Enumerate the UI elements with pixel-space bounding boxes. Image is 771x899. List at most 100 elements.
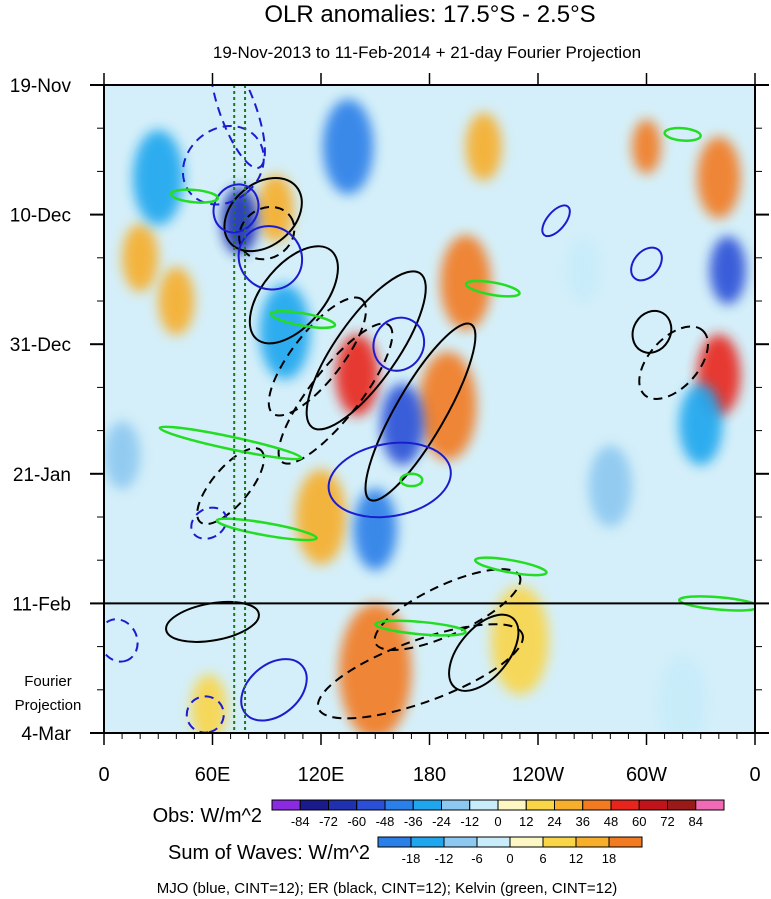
obs-colorbar-swatch-8 [497, 799, 527, 811]
x-tick-label-3: 180 [413, 764, 446, 786]
mjo-contour-3 [237, 225, 304, 291]
waves-colorbar-swatch-3 [476, 836, 511, 848]
chart-title: OLR anomalies: 17.5°S - 2.5°S [264, 1, 595, 28]
kelvin-contour-4 [399, 472, 424, 488]
obs-colorbar-level-6: -12 [460, 814, 479, 829]
kelvin-contour-2 [158, 425, 303, 461]
obs-colorbar-swatch-2 [328, 799, 358, 811]
contour-footnote: MJO (blue, CINT=12); ER (black, CINT=12)… [157, 880, 618, 897]
positive-anomaly-blob-13 [490, 586, 549, 695]
x-tick-label-4: 120W [512, 764, 564, 786]
positive-anomaly-blob-9 [295, 469, 347, 565]
obs-colorbar-level-5: -24 [432, 814, 451, 829]
negative-anomaly-blob-9 [588, 445, 633, 527]
negative-anomaly-blob-6 [132, 130, 184, 226]
negative-anomaly-blob-4 [322, 99, 374, 195]
negative-anomaly-blob-10 [104, 421, 141, 490]
positive-anomaly-blob-2 [335, 334, 379, 416]
waves-colorbar-swatch-1 [410, 836, 445, 848]
waves-colorbar-level-6: 18 [602, 851, 616, 866]
er-contour-10 [373, 568, 522, 651]
y-tick-label-4: 11-Feb [12, 594, 71, 615]
er-contour-8 [638, 325, 709, 400]
obs-colorbar-level-8: 12 [519, 814, 533, 829]
waves-colorbar-level-0: -18 [402, 851, 421, 866]
y-tick-label-3: 21-Jan [13, 465, 71, 486]
mjo-contour-8 [630, 246, 663, 282]
obs-colorbar-level-9: 24 [547, 814, 561, 829]
obs-colorbar-level-2: -60 [347, 814, 366, 829]
obs-colorbar-level-11: 48 [604, 814, 618, 829]
mjo-contour-7 [541, 204, 571, 238]
waves-colorbar-label: Sum of Waves: W/m^2 [168, 842, 370, 864]
waves-colorbar-level-5: 12 [569, 851, 583, 866]
x-axis: 0 60E 120E 180 120W 60W 0 [98, 73, 761, 786]
chart-subtitle: 19-Nov-2013 to 11-Feb-2014 + 21-day Four… [213, 43, 641, 62]
obs-colorbar-swatch-6 [441, 799, 471, 811]
obs-colorbar-level-0: -84 [291, 814, 310, 829]
er-contour-7 [196, 447, 265, 526]
x-tick-label-6: 0 [749, 764, 760, 786]
mjo-contour-5 [327, 441, 452, 519]
y-tick-label-1: 10-Dec [10, 206, 71, 227]
obs-colorbar-level-1: -72 [319, 814, 338, 829]
kelvin-contour-5 [464, 279, 521, 298]
obs-colorbar-level-14: 84 [689, 814, 703, 829]
waves-colorbar-swatch-4 [509, 836, 544, 848]
er-contour-3 [267, 296, 367, 417]
mjo-contour-2 [181, 125, 265, 206]
y-tick-label-2: 31-Dec [10, 335, 71, 356]
waves-colorbar: Sum of Waves: W/m^2 -18 -12 -6 0 6 12 18 [168, 836, 643, 866]
kelvin-contour-7 [473, 556, 548, 577]
obs-colorbar-swatch-0 [271, 799, 301, 811]
obs-colorbar-swatch-12 [610, 799, 640, 811]
obs-colorbar-level-3: -48 [376, 814, 395, 829]
er-contour-9 [631, 309, 673, 354]
mjo-contour-6 [190, 506, 228, 540]
obs-colorbar-level-12: 60 [632, 814, 646, 829]
er-contour-5 [305, 270, 427, 431]
obs-colorbar-swatch-15 [695, 799, 725, 811]
obs-colorbar: Obs: W/m^2 -84 -72 -60 -48 -36 -24 -12 0 12 24 36 4… [153, 799, 725, 829]
waves-colorbar-swatch-7 [608, 836, 643, 848]
negative-anomaly-blob-5 [259, 284, 311, 380]
y-tick-label-5: 4-Mar [21, 724, 71, 745]
x-tick-label-5: 60W [626, 764, 667, 786]
er-contour-13 [448, 613, 520, 692]
x-tick-label-1: 60E [195, 764, 231, 786]
obs-colorbar-swatch-1 [299, 799, 329, 811]
waves-colorbar-level-2: -6 [471, 851, 483, 866]
mjo-contour-9 [240, 658, 308, 722]
er-contour-11 [316, 623, 524, 720]
kelvin-contour-8 [374, 619, 467, 637]
mjo-contour-0 [209, 85, 266, 170]
negative-anomaly-blob-11 [565, 236, 602, 305]
positive-anomaly-blob-10 [190, 674, 227, 733]
x-tick-label-2: 120E [298, 764, 345, 786]
x-tick-label-0: 0 [98, 764, 109, 786]
y-tick-label-0: 19-Nov [10, 76, 72, 97]
obs-colorbar-label: Obs: W/m^2 [153, 805, 262, 827]
kelvin-contour-3 [215, 517, 318, 542]
y-axis: 19-Nov 10-Dec 31-Dec 21-Jan 11-Feb 4-Mar [10, 76, 769, 745]
positive-anomaly-blob-8 [465, 112, 502, 181]
olr-anomaly-field [104, 99, 746, 733]
waves-colorbar-level-4: 6 [539, 851, 546, 866]
kelvin-contour-1 [269, 309, 337, 330]
waves-colorbar-swatch-5 [542, 836, 577, 848]
negative-anomaly-blob-1 [709, 236, 746, 305]
positive-anomaly-blob-12 [122, 223, 159, 292]
obs-colorbar-swatch-7 [469, 799, 499, 811]
positive-anomaly-blob-1 [418, 351, 477, 461]
er-contour-2 [248, 245, 339, 345]
er-contour-6 [364, 322, 477, 502]
obs-colorbar-swatch-11 [582, 799, 612, 811]
waves-colorbar-swatch-0 [377, 836, 412, 848]
projection-label-line2: Projection [15, 697, 82, 714]
waves-colorbar-level-1: -12 [435, 851, 454, 866]
obs-colorbar-swatch-10 [554, 799, 584, 811]
obs-colorbar-swatch-14 [667, 799, 697, 811]
positive-anomaly-blob-3 [339, 603, 412, 733]
kelvin-contour-9 [677, 595, 755, 612]
